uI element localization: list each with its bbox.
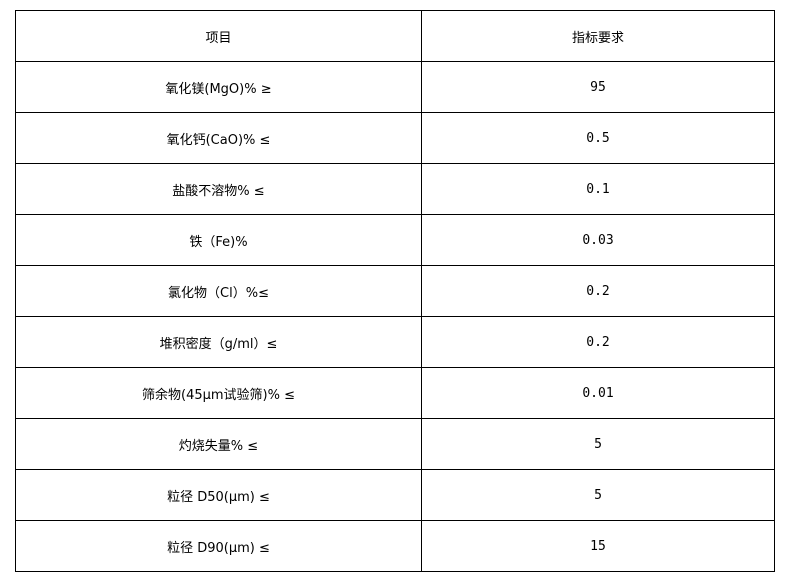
item-cell: 氧化钙(CaO)% ≤ [15,112,422,164]
item-cell: 氧化镁(MgO)% ≥ [15,61,422,113]
table-row: 灼烧失量% ≤5 [15,418,775,470]
item-cell: 粒径 D90(μm) ≤ [15,520,422,572]
item-cell: 盐酸不溶物% ≤ [15,163,422,215]
table-row: 盐酸不溶物% ≤0.1 [15,163,775,215]
requirement-cell: 5 [421,469,775,521]
requirement-cell: 0.2 [421,265,775,317]
requirement-cell: 0.5 [421,112,775,164]
requirement-cell: 0.03 [421,214,775,266]
item-cell: 粒径 D50(μm) ≤ [15,469,422,521]
item-cell: 氯化物（Cl）%≤ [15,265,422,317]
table-row: 粒径 D90(μm) ≤15 [15,520,775,572]
item-cell: 堆积密度（g/ml）≤ [15,316,422,368]
item-cell: 铁（Fe)% [15,214,422,266]
table-row: 氧化镁(MgO)% ≥95 [15,61,775,113]
requirement-cell: 5 [421,418,775,470]
requirement-cell: 0.01 [421,367,775,419]
table-row: 筛余物(45μm试验筛)% ≤0.01 [15,367,775,419]
item-cell: 筛余物(45μm试验筛)% ≤ [15,367,422,419]
table-header-row: 项目 指标要求 [15,10,775,62]
item-cell: 灼烧失量% ≤ [15,418,422,470]
specification-table: 项目 指标要求 氧化镁(MgO)% ≥95 氧化钙(CaO)% ≤0.5 盐酸不溶物… [15,10,775,572]
table-row: 粒径 D50(μm) ≤5 [15,469,775,521]
header-item: 项目 [15,10,422,62]
table-row: 堆积密度（g/ml）≤ 0.2 [15,316,775,368]
table-row: 氧化钙(CaO)% ≤0.5 [15,112,775,164]
requirement-cell: 95 [421,61,775,113]
table-row: 铁（Fe)% 0.03 [15,214,775,266]
requirement-cell: 15 [421,520,775,572]
header-requirement: 指标要求 [421,10,775,62]
table-row: 氯化物（Cl）%≤ 0.2 [15,265,775,317]
requirement-cell: 0.1 [421,163,775,215]
requirement-cell: 0.2 [421,316,775,368]
